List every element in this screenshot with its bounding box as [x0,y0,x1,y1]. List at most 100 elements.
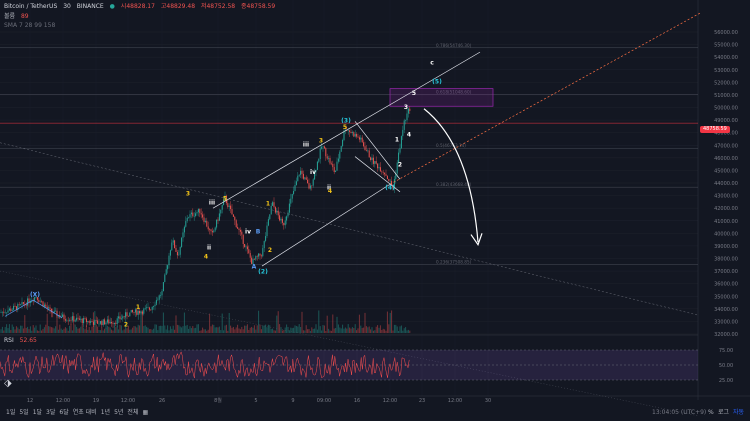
volume-bar [368,326,370,333]
candle-body [360,137,362,140]
calendar-icon[interactable]: ▦ [142,409,149,416]
candle-body [39,301,41,302]
volume-bar [223,330,225,333]
candle-body [392,185,394,189]
volume-bar [171,328,173,333]
range-button[interactable]: 5일 [19,409,29,416]
wave-label: ii [207,245,211,252]
volume-label[interactable]: 볼륨 [4,13,16,20]
candle-body [27,298,29,306]
volume-bar [63,328,65,333]
range-button[interactable]: 1년 [100,409,111,416]
candle-body [25,303,27,306]
candle-body [297,175,299,182]
wave-label: A [252,264,257,271]
candle-body [153,306,155,307]
candle-body [225,195,227,204]
volume-bar [109,327,111,333]
candle-body [399,148,401,153]
volume-bar [269,325,271,333]
interval-label[interactable]: 30 [63,3,71,10]
volume-bar [295,325,297,333]
range-bar: 1일 5일 1달 3달 6달 연초 대비 1년 5년 전체 ▦ [6,409,152,417]
volume-bar [361,327,363,333]
volume-bar [337,324,339,333]
volume-bar [256,325,258,333]
candle-body [398,152,400,163]
candle-body [351,132,353,134]
candle-body [342,140,344,147]
volume-bar [190,328,192,333]
volume-bar [84,329,86,333]
rsi-header: RSI 52.65 [4,337,41,345]
range-button[interactable]: 1달 [32,409,43,416]
range-button[interactable]: 5년 [114,409,124,416]
range-button[interactable]: 1일 [6,409,16,416]
range-button[interactable]: 6달 [59,409,69,416]
candle-body [70,319,72,321]
price-tick-label: 36000.00 [714,282,738,288]
wave-label: 4 [204,254,208,261]
volume-bar [144,325,146,333]
candle-body [216,219,218,228]
candle-body [276,210,278,213]
candle-body [203,217,205,222]
candle-body [125,312,127,317]
wave-label: (3) [341,118,351,125]
volume-bar [370,329,372,333]
log-toggle[interactable]: 로그 [718,409,730,416]
range-button[interactable]: 전체 [127,409,139,416]
volume-bar [188,328,190,333]
volume-bar [57,329,59,333]
volume-bar [399,326,401,333]
volume-bar [13,326,15,333]
range-button[interactable]: 연초 대비 [72,409,97,416]
candle-body [354,134,356,137]
volume-bar [255,329,257,333]
price-tick-label: 48000.00 [714,131,738,137]
candle-body [277,210,279,216]
candle-body [150,309,152,311]
dotted-trend-line-2 [0,270,699,417]
candle-body [253,258,255,260]
volume-bar [228,312,230,333]
candle-body [298,174,300,176]
price-tick-label: 54000.00 [714,55,738,61]
volume-bar [371,327,373,333]
volume-bar [11,324,13,333]
candle-body [175,248,177,252]
candle-body [188,217,190,219]
volume-bar [277,311,279,333]
candle-body [43,304,45,307]
candle-body [162,282,164,292]
candle-body [274,207,276,213]
volume-bar [118,329,120,333]
volume-bar [162,312,164,333]
volume-bar [407,329,409,333]
candle-body [326,156,328,159]
volume-bar [45,324,47,333]
candle-body [343,130,345,141]
candle-body [193,216,195,217]
ma-label[interactable]: SMA 7 28 99 158 [4,22,56,29]
volume-bar [70,324,72,333]
candle-body [98,323,100,325]
volume-bar [363,327,365,333]
volume-bar [137,324,139,333]
volume-bar [274,330,276,333]
candle-body [168,255,170,266]
range-button[interactable]: 3달 [46,409,56,416]
volume-bar [372,330,374,333]
volume-bar [266,327,268,333]
volume-bar [98,329,100,333]
volume-bar [78,328,80,333]
candle-body [105,322,107,325]
rsi-label[interactable]: RSI [4,337,14,344]
symbol-title[interactable]: Bitcoin / TetherUS [4,3,58,10]
volume-bar [326,315,328,333]
candle-body [10,308,12,311]
status-dot-icon: ● [109,3,115,10]
percent-toggle[interactable]: % [708,409,714,416]
auto-toggle[interactable]: 자동 [733,409,745,416]
